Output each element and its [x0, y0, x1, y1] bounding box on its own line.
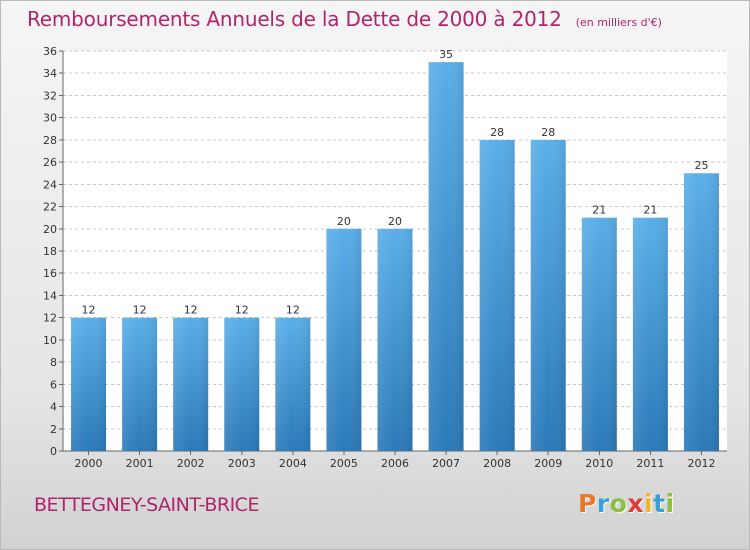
bar-shine [122, 317, 158, 451]
y-tick-label: 22 [43, 201, 57, 214]
bar-shine [479, 139, 515, 451]
y-tick-label: 10 [43, 334, 57, 347]
x-tick-label: 2001 [126, 457, 154, 470]
logo-letter: o [609, 489, 628, 518]
bar-shine [224, 317, 260, 451]
x-tick-label: 2003 [228, 457, 256, 470]
data-label: 21 [592, 204, 606, 217]
bar-shine [683, 173, 719, 451]
bar-shine [632, 217, 668, 451]
data-label: 28 [490, 126, 504, 139]
x-tick-label: 2004 [279, 457, 307, 470]
place-name: BETTEGNEY-SAINT-BRICE [34, 494, 259, 516]
title-row: Remboursements Annuels de la Dette de 20… [27, 7, 662, 31]
data-label: 12 [133, 304, 147, 317]
data-label: 28 [541, 126, 555, 139]
y-tick-label: 32 [43, 89, 57, 102]
data-label: 12 [286, 304, 300, 317]
logo-letter: x [627, 489, 644, 518]
y-tick-label: 14 [43, 289, 57, 302]
data-label: 12 [184, 304, 198, 317]
logo-letter: r [596, 489, 610, 518]
y-tick-label: 16 [43, 267, 57, 280]
logo-letter: P [578, 489, 597, 518]
bar-shine [275, 317, 311, 451]
x-tick-label: 2008 [483, 457, 511, 470]
value-labels: 12 12 12 12 12 20 20 35 28 28 21 21 25 [82, 48, 709, 317]
logo-letter: i [665, 489, 675, 518]
x-tick-label: 2007 [432, 457, 460, 470]
y-tick-label: 34 [43, 67, 57, 80]
y-tick-label: 26 [43, 156, 57, 169]
y-tick-label: 18 [43, 245, 57, 258]
y-tick-label: 36 [43, 45, 57, 58]
bar-shine [377, 228, 413, 451]
x-tick-label: 2002 [177, 457, 205, 470]
bar-shine [71, 317, 107, 451]
bars [71, 62, 719, 451]
data-label: 35 [439, 48, 453, 61]
data-label: 12 [235, 304, 249, 317]
y-tick-label: 8 [50, 356, 57, 369]
y-tick-label: 28 [43, 134, 57, 147]
x-tick-label: 2006 [381, 457, 409, 470]
data-label: 20 [337, 215, 351, 228]
y-tick-label: 12 [43, 312, 57, 325]
chart-title: Remboursements Annuels de la Dette de 20… [27, 7, 562, 31]
x-tick-label: 2010 [585, 457, 613, 470]
x-tick-label: 2000 [75, 457, 103, 470]
data-label: 20 [388, 215, 402, 228]
bar-shine [326, 228, 362, 451]
chart-subtitle: (en milliers d'€) [575, 16, 662, 29]
y-tick-label: 4 [50, 401, 57, 414]
y-tick-label: 0 [50, 445, 57, 458]
y-tick-label: 2 [50, 423, 57, 436]
x-tick-label: 2009 [534, 457, 562, 470]
bar-shine [581, 217, 617, 451]
data-label: 25 [694, 159, 708, 172]
proxiti-logo[interactable]: Proxiti [578, 489, 675, 518]
x-tick-label: 2011 [636, 457, 664, 470]
x-tick-label: 2005 [330, 457, 358, 470]
logo-letter: i [644, 489, 654, 518]
bar-shine [530, 139, 566, 451]
data-label: 21 [643, 204, 657, 217]
y-tick-label: 30 [43, 112, 57, 125]
data-label: 12 [82, 304, 96, 317]
logo-letter: t [653, 489, 666, 518]
bar-shine [428, 62, 464, 451]
x-tick-label: 2012 [687, 457, 715, 470]
x-axis: 2000 2001 2002 2003 2004 2005 2006 2007 2008 2009… [63, 450, 727, 470]
y-tick-label: 6 [50, 378, 57, 391]
y-tick-label: 24 [43, 178, 57, 191]
bar-shine [173, 317, 209, 451]
y-tick-label: 20 [43, 223, 57, 236]
